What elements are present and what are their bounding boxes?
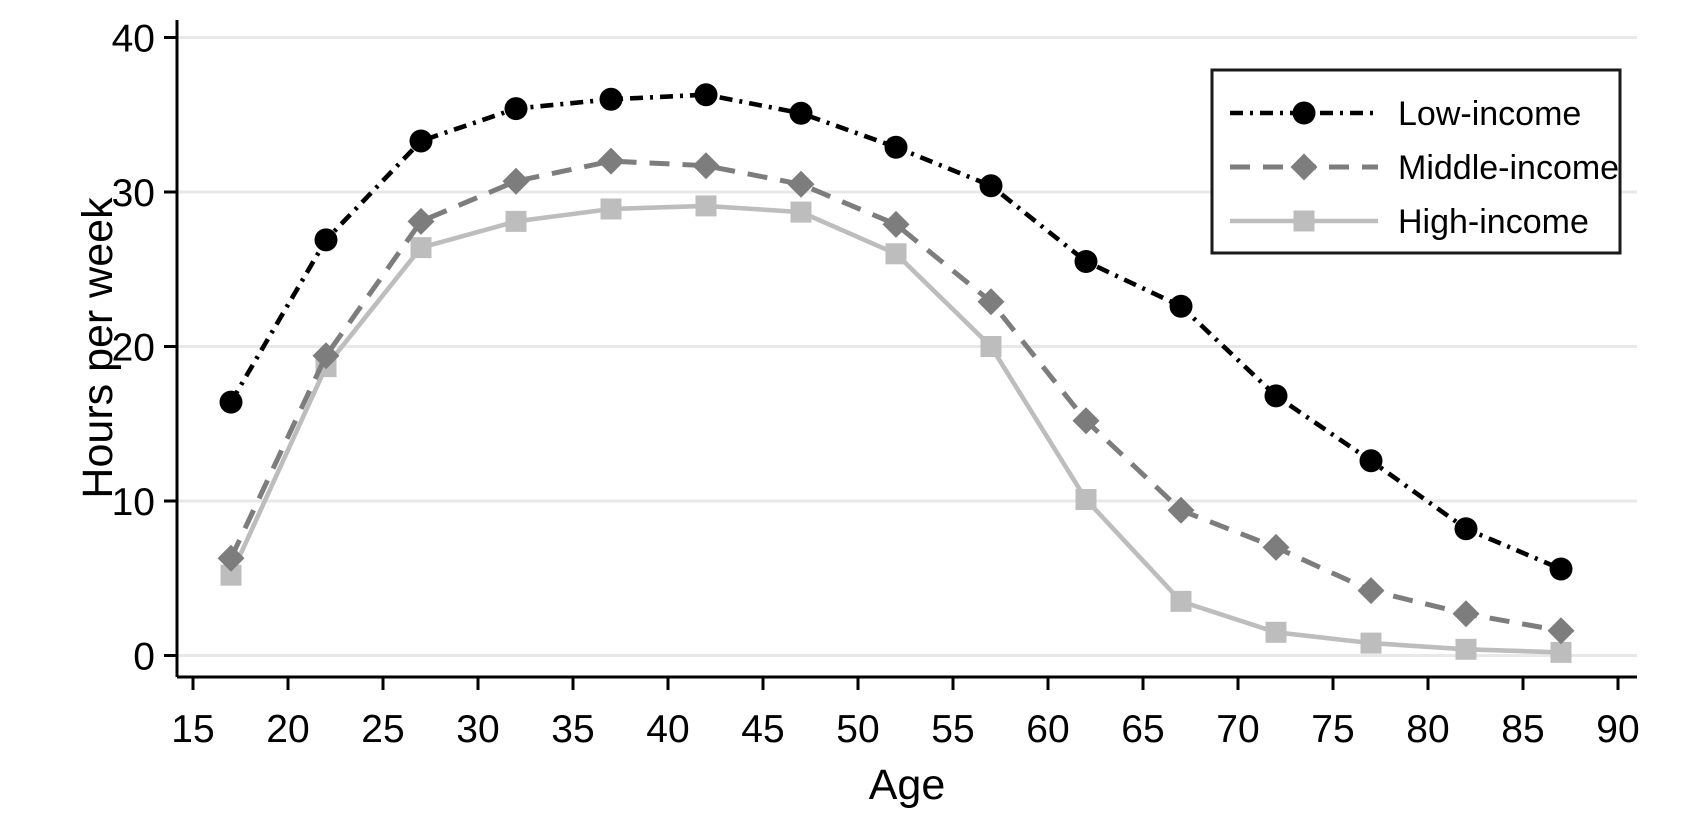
data-point-middle-income (882, 210, 910, 238)
x-tick-label-60: 60 (1026, 708, 1069, 751)
series-low-income (219, 83, 1573, 581)
x-tick-label-25: 25 (361, 708, 404, 751)
y-tick-label-20: 20 (112, 327, 155, 370)
data-point-high-income (600, 198, 622, 220)
data-point-high-income (1455, 638, 1477, 660)
data-point-low-income (1359, 449, 1383, 473)
data-point-low-income (314, 228, 338, 252)
y-axis-title: Hours per week (74, 197, 122, 499)
data-point-middle-income (1262, 533, 1290, 561)
data-point-low-income (1074, 250, 1098, 273)
data-point-middle-income (1072, 407, 1100, 435)
legend-marker-middle-income (1290, 153, 1318, 181)
data-point-low-income (1264, 384, 1288, 408)
data-point-high-income (1265, 621, 1287, 643)
data-point-low-income (219, 390, 243, 414)
data-point-middle-income (1452, 600, 1480, 628)
x-tick-label-85: 85 (1501, 708, 1544, 751)
data-point-low-income (409, 129, 433, 153)
x-tick-label-55: 55 (931, 708, 974, 751)
data-point-middle-income (1357, 577, 1385, 605)
x-tick-label-30: 30 (456, 708, 499, 751)
x-tick-label-20: 20 (266, 708, 309, 751)
axes: 0 10 20 30 40 15 20 25 30 35 40 45 50 55 60 65 70 75 80 85 9… (112, 18, 1640, 752)
data-point-high-income (1075, 489, 1097, 510)
data-point-low-income (979, 174, 1003, 198)
y-tick-label-10: 10 (112, 481, 155, 524)
legend-label-high-income: High-income (1398, 203, 1589, 241)
data-point-middle-income (977, 288, 1005, 316)
data-point-high-income (1170, 590, 1192, 612)
data-point-low-income (504, 97, 528, 121)
data-point-low-income (599, 87, 623, 111)
legend-item-low-income: Low-income (1230, 95, 1581, 133)
data-point-middle-income (407, 207, 435, 235)
x-tick-label-90: 90 (1596, 708, 1639, 751)
x-tick-label-45: 45 (741, 708, 784, 751)
data-point-high-income (410, 237, 432, 259)
x-tick-label-70: 70 (1216, 708, 1259, 751)
y-tick-label-30: 30 (112, 172, 155, 215)
data-point-high-income (220, 564, 242, 586)
data-point-middle-income (502, 167, 530, 195)
x-tick-label-50: 50 (836, 708, 879, 751)
y-tick-label-0: 0 (133, 636, 155, 679)
data-point-high-income (695, 195, 717, 217)
x-tick-label-75: 75 (1311, 708, 1354, 751)
legend-item-high-income: High-income (1230, 203, 1589, 241)
legend-label-low-income: Low-income (1398, 95, 1581, 133)
data-point-middle-income (1547, 617, 1575, 645)
x-tick-label-40: 40 (646, 708, 689, 751)
data-point-middle-income (312, 342, 340, 370)
legend-marker-low-income (1292, 101, 1316, 125)
data-point-low-income (884, 135, 908, 159)
x-tick-label-15: 15 (171, 708, 214, 751)
data-point-low-income (1454, 517, 1478, 541)
data-point-middle-income (692, 152, 720, 180)
x-axis-title: Age (869, 761, 946, 809)
legend-marker-high-income (1293, 210, 1315, 232)
legend-item-middle-income: Middle-income (1230, 149, 1619, 187)
legend-label-middle-income: Middle-income (1398, 149, 1619, 187)
data-point-low-income (1549, 557, 1573, 581)
x-tick-label-65: 65 (1121, 708, 1164, 751)
data-point-middle-income (217, 544, 245, 572)
data-point-high-income (1360, 632, 1382, 654)
data-point-high-income (980, 336, 1002, 357)
data-point-middle-income (1167, 496, 1195, 524)
data-point-high-income (885, 243, 907, 265)
series-line-middle-income (228, 158, 1562, 634)
data-point-low-income (789, 101, 813, 125)
data-point-middle-income (787, 170, 815, 198)
data-point-low-income (1169, 294, 1193, 318)
data-point-middle-income (597, 147, 625, 175)
series-middle-income (217, 147, 1575, 645)
x-tick-label-35: 35 (551, 708, 594, 751)
data-point-high-income (505, 210, 527, 232)
gridlines (177, 36, 1637, 657)
data-point-low-income (694, 83, 718, 107)
legend: Low-income Middle-income High-income (1210, 68, 1622, 255)
data-point-high-income (790, 201, 812, 223)
x-tick-label-80: 80 (1406, 708, 1449, 751)
y-tick-label-40: 40 (112, 18, 155, 61)
data-point-high-income (1550, 641, 1572, 663)
